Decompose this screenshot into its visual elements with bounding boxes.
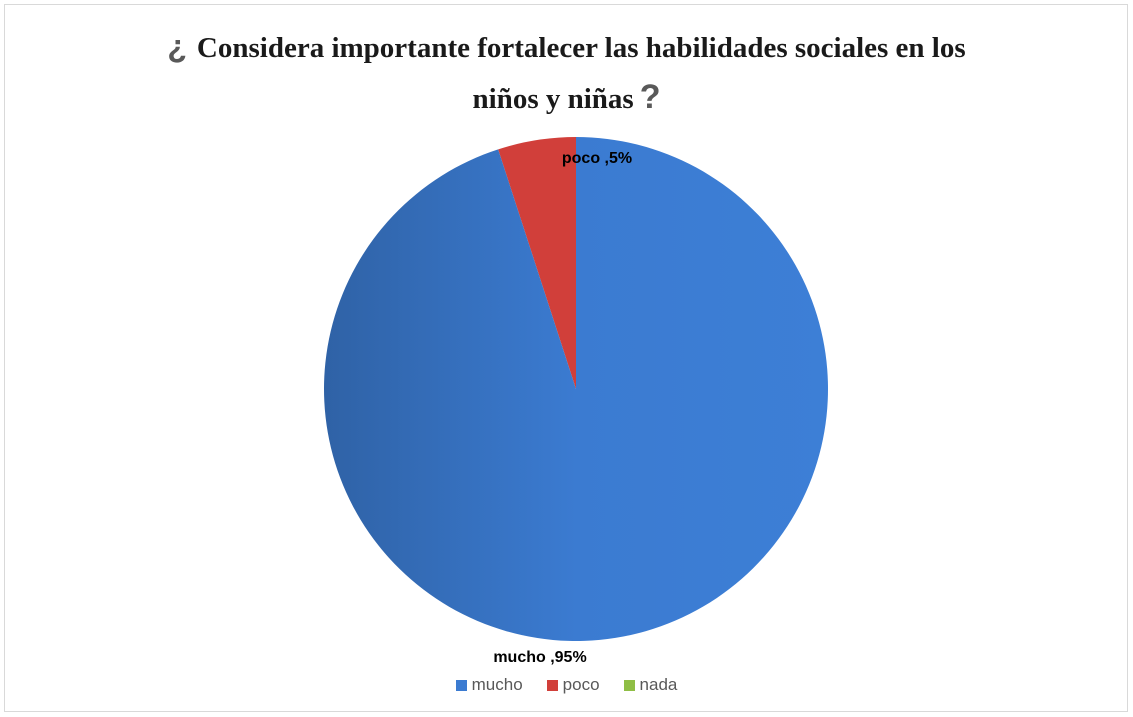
title-close-question-mark: ? bbox=[639, 78, 661, 116]
legend-item-mucho: mucho bbox=[455, 675, 523, 695]
pie-slice-mucho bbox=[324, 137, 829, 642]
title-text-line-1: Considera importante fortalecer las habi… bbox=[196, 32, 966, 64]
legend-label-poco: poco bbox=[562, 675, 600, 694]
title-text-line-2: niños y niñas bbox=[472, 83, 634, 115]
legend-item-nada: nada bbox=[623, 675, 678, 695]
data-label-mucho: mucho ,95% bbox=[493, 649, 586, 666]
data-label-poco: poco ,5% bbox=[562, 150, 632, 167]
pie-slice-poco bbox=[498, 137, 576, 389]
legend-swatch-mucho bbox=[455, 679, 467, 691]
legend-item-poco: poco bbox=[546, 675, 600, 695]
legend: mucho poco nada bbox=[0, 675, 1133, 695]
legend-swatch-poco bbox=[546, 679, 558, 691]
legend-label-mucho: mucho bbox=[471, 675, 523, 694]
chart-title-line-2: niños y niñas? bbox=[0, 80, 1133, 114]
title-open-question-mark: ¿ bbox=[167, 28, 187, 64]
legend-label-nada: nada bbox=[639, 675, 678, 694]
chart-title-line-1: ¿ Considera importante fortalecer las hab… bbox=[0, 30, 1133, 63]
legend-swatch-nada bbox=[623, 679, 635, 691]
